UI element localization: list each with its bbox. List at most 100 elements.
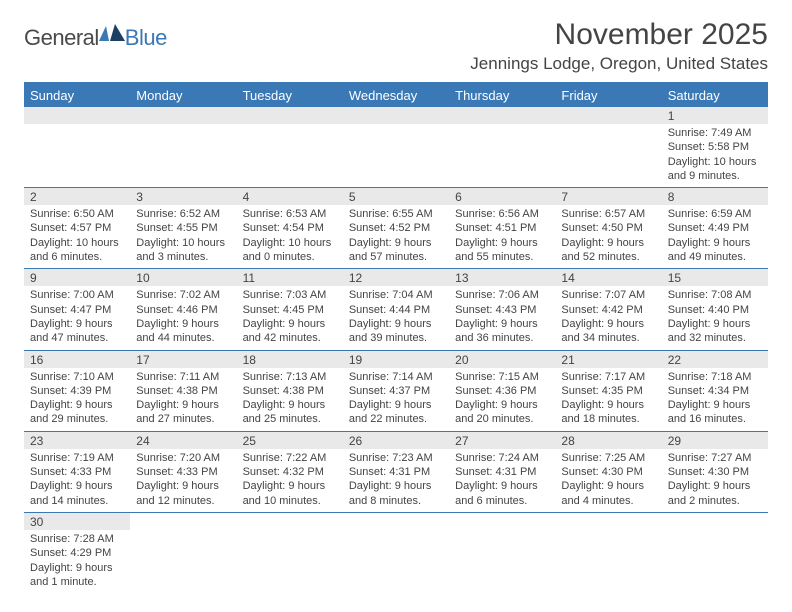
day-number: 28 xyxy=(555,432,661,449)
week-row: 30Sunrise: 7:28 AMSunset: 4:29 PMDayligh… xyxy=(24,513,768,593)
day-cell: 27Sunrise: 7:24 AMSunset: 4:31 PMDayligh… xyxy=(449,432,555,512)
day-details: Sunrise: 7:24 AMSunset: 4:31 PMDaylight:… xyxy=(449,449,555,512)
day-header: Monday xyxy=(130,84,236,107)
day-cell: 2Sunrise: 6:50 AMSunset: 4:57 PMDaylight… xyxy=(24,188,130,268)
empty-day xyxy=(237,124,343,182)
day-cell: 16Sunrise: 7:10 AMSunset: 4:39 PMDayligh… xyxy=(24,351,130,431)
day-number: 27 xyxy=(449,432,555,449)
day-cell: 20Sunrise: 7:15 AMSunset: 4:36 PMDayligh… xyxy=(449,351,555,431)
empty-daynum xyxy=(555,107,661,124)
day-number: 9 xyxy=(24,269,130,286)
calendar: SundayMondayTuesdayWednesdayThursdayFrid… xyxy=(24,82,768,593)
day-cell xyxy=(449,513,555,593)
day-number: 13 xyxy=(449,269,555,286)
day-cell: 8Sunrise: 6:59 AMSunset: 4:49 PMDaylight… xyxy=(662,188,768,268)
day-details: Sunrise: 6:55 AMSunset: 4:52 PMDaylight:… xyxy=(343,205,449,268)
day-cell: 10Sunrise: 7:02 AMSunset: 4:46 PMDayligh… xyxy=(130,269,236,349)
day-number: 1 xyxy=(662,107,768,124)
day-cell: 11Sunrise: 7:03 AMSunset: 4:45 PMDayligh… xyxy=(237,269,343,349)
day-cell: 5Sunrise: 6:55 AMSunset: 4:52 PMDaylight… xyxy=(343,188,449,268)
week-row: 2Sunrise: 6:50 AMSunset: 4:57 PMDaylight… xyxy=(24,188,768,269)
day-cell: 25Sunrise: 7:22 AMSunset: 4:32 PMDayligh… xyxy=(237,432,343,512)
day-cell xyxy=(237,107,343,187)
day-number: 5 xyxy=(343,188,449,205)
day-number: 26 xyxy=(343,432,449,449)
day-cell: 24Sunrise: 7:20 AMSunset: 4:33 PMDayligh… xyxy=(130,432,236,512)
day-cell: 28Sunrise: 7:25 AMSunset: 4:30 PMDayligh… xyxy=(555,432,661,512)
day-details: Sunrise: 7:25 AMSunset: 4:30 PMDaylight:… xyxy=(555,449,661,512)
empty-day xyxy=(555,124,661,182)
day-details: Sunrise: 7:19 AMSunset: 4:33 PMDaylight:… xyxy=(24,449,130,512)
day-number: 29 xyxy=(662,432,768,449)
day-cell xyxy=(555,513,661,593)
day-header: Thursday xyxy=(449,84,555,107)
day-number: 16 xyxy=(24,351,130,368)
day-cell: 12Sunrise: 7:04 AMSunset: 4:44 PMDayligh… xyxy=(343,269,449,349)
title-block: November 2025 Jennings Lodge, Oregon, Un… xyxy=(470,18,768,74)
day-number: 4 xyxy=(237,188,343,205)
day-number: 11 xyxy=(237,269,343,286)
day-details: Sunrise: 7:27 AMSunset: 4:30 PMDaylight:… xyxy=(662,449,768,512)
day-details: Sunrise: 7:17 AMSunset: 4:35 PMDaylight:… xyxy=(555,368,661,431)
day-details: Sunrise: 7:10 AMSunset: 4:39 PMDaylight:… xyxy=(24,368,130,431)
day-header: Tuesday xyxy=(237,84,343,107)
day-cell: 22Sunrise: 7:18 AMSunset: 4:34 PMDayligh… xyxy=(662,351,768,431)
day-cell xyxy=(24,107,130,187)
day-cell: 13Sunrise: 7:06 AMSunset: 4:43 PMDayligh… xyxy=(449,269,555,349)
day-cell: 14Sunrise: 7:07 AMSunset: 4:42 PMDayligh… xyxy=(555,269,661,349)
day-details: Sunrise: 7:03 AMSunset: 4:45 PMDaylight:… xyxy=(237,286,343,349)
day-number: 20 xyxy=(449,351,555,368)
day-number: 3 xyxy=(130,188,236,205)
day-cell: 1Sunrise: 7:49 AMSunset: 5:58 PMDaylight… xyxy=(662,107,768,187)
day-number: 8 xyxy=(662,188,768,205)
empty-day xyxy=(24,124,130,182)
day-details: Sunrise: 7:28 AMSunset: 4:29 PMDaylight:… xyxy=(24,530,130,593)
empty-daynum xyxy=(449,107,555,124)
day-details: Sunrise: 7:49 AMSunset: 5:58 PMDaylight:… xyxy=(662,124,768,187)
empty-day xyxy=(449,124,555,182)
day-details: Sunrise: 7:20 AMSunset: 4:33 PMDaylight:… xyxy=(130,449,236,512)
day-details: Sunrise: 6:52 AMSunset: 4:55 PMDaylight:… xyxy=(130,205,236,268)
day-number: 21 xyxy=(555,351,661,368)
empty-daynum xyxy=(24,107,130,124)
day-number: 14 xyxy=(555,269,661,286)
empty-daynum xyxy=(130,107,236,124)
day-number: 6 xyxy=(449,188,555,205)
week-row: 23Sunrise: 7:19 AMSunset: 4:33 PMDayligh… xyxy=(24,432,768,513)
logo-text-dark: General xyxy=(24,25,99,51)
day-details: Sunrise: 6:59 AMSunset: 4:49 PMDaylight:… xyxy=(662,205,768,268)
day-number: 18 xyxy=(237,351,343,368)
day-details: Sunrise: 6:57 AMSunset: 4:50 PMDaylight:… xyxy=(555,205,661,268)
week-row: 1Sunrise: 7:49 AMSunset: 5:58 PMDaylight… xyxy=(24,107,768,188)
day-header-row: SundayMondayTuesdayWednesdayThursdayFrid… xyxy=(24,84,768,107)
empty-day xyxy=(130,124,236,182)
day-cell xyxy=(237,513,343,593)
day-cell: 3Sunrise: 6:52 AMSunset: 4:55 PMDaylight… xyxy=(130,188,236,268)
day-cell: 26Sunrise: 7:23 AMSunset: 4:31 PMDayligh… xyxy=(343,432,449,512)
day-details: Sunrise: 7:22 AMSunset: 4:32 PMDaylight:… xyxy=(237,449,343,512)
day-details: Sunrise: 6:50 AMSunset: 4:57 PMDaylight:… xyxy=(24,205,130,268)
day-number: 23 xyxy=(24,432,130,449)
day-cell xyxy=(343,107,449,187)
day-details: Sunrise: 7:00 AMSunset: 4:47 PMDaylight:… xyxy=(24,286,130,349)
day-cell xyxy=(449,107,555,187)
day-number: 25 xyxy=(237,432,343,449)
day-details: Sunrise: 6:53 AMSunset: 4:54 PMDaylight:… xyxy=(237,205,343,268)
logo-text-blue: Blue xyxy=(125,25,167,51)
day-details: Sunrise: 7:18 AMSunset: 4:34 PMDaylight:… xyxy=(662,368,768,431)
day-cell: 19Sunrise: 7:14 AMSunset: 4:37 PMDayligh… xyxy=(343,351,449,431)
day-details: Sunrise: 7:08 AMSunset: 4:40 PMDaylight:… xyxy=(662,286,768,349)
day-cell: 23Sunrise: 7:19 AMSunset: 4:33 PMDayligh… xyxy=(24,432,130,512)
day-cell: 15Sunrise: 7:08 AMSunset: 4:40 PMDayligh… xyxy=(662,269,768,349)
day-header: Sunday xyxy=(24,84,130,107)
day-cell: 29Sunrise: 7:27 AMSunset: 4:30 PMDayligh… xyxy=(662,432,768,512)
day-number: 22 xyxy=(662,351,768,368)
day-details: Sunrise: 7:06 AMSunset: 4:43 PMDaylight:… xyxy=(449,286,555,349)
day-header: Friday xyxy=(555,84,661,107)
week-row: 16Sunrise: 7:10 AMSunset: 4:39 PMDayligh… xyxy=(24,351,768,432)
week-row: 9Sunrise: 7:00 AMSunset: 4:47 PMDaylight… xyxy=(24,269,768,350)
day-header: Wednesday xyxy=(343,84,449,107)
day-details: Sunrise: 7:23 AMSunset: 4:31 PMDaylight:… xyxy=(343,449,449,512)
empty-day xyxy=(343,124,449,182)
day-details: Sunrise: 7:15 AMSunset: 4:36 PMDaylight:… xyxy=(449,368,555,431)
